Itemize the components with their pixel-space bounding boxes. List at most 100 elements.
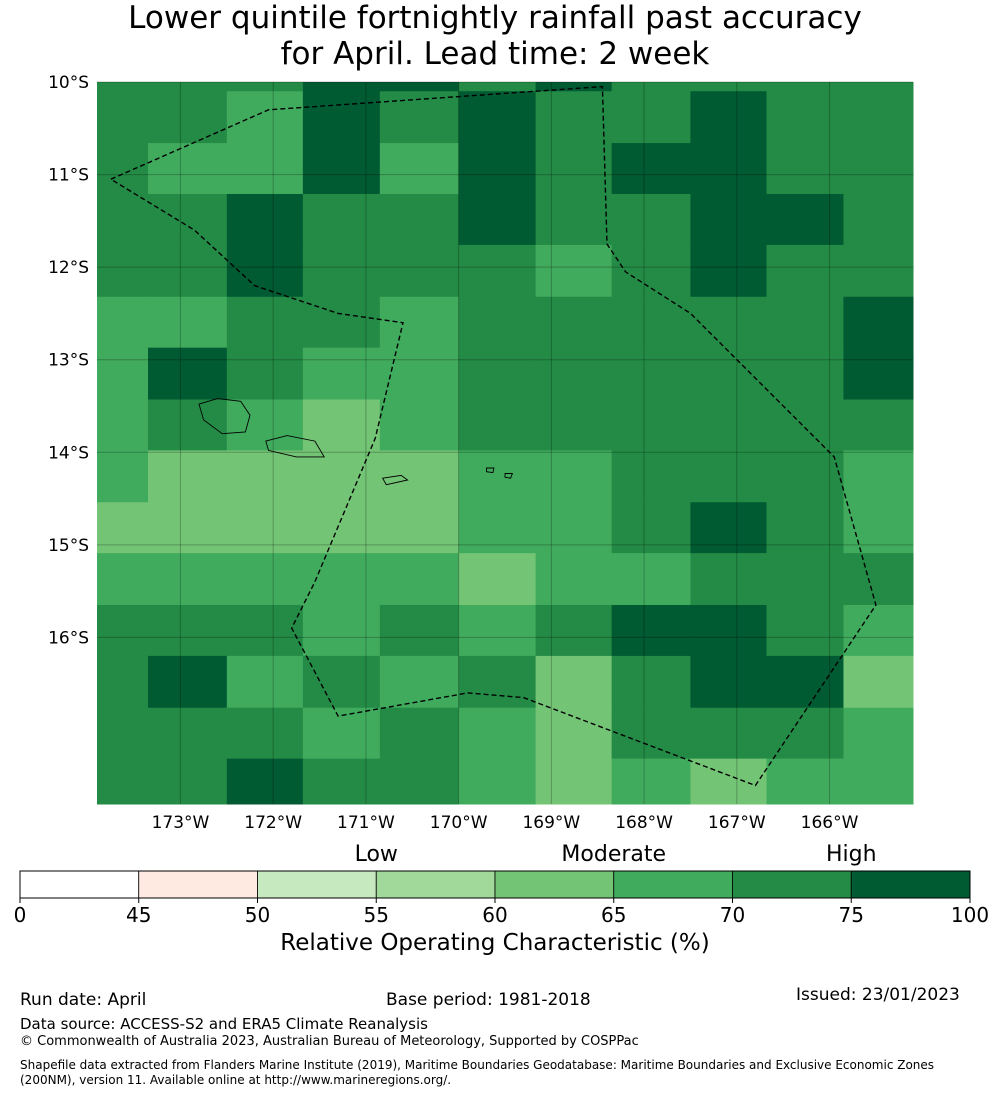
lat-tick-label: 11°S xyxy=(48,166,89,186)
lat-tick-label: 16°S xyxy=(48,628,89,648)
grid-cell xyxy=(458,194,537,246)
lat-tick-label: 12°S xyxy=(48,258,89,278)
grid-cell xyxy=(226,502,304,554)
grid-cell xyxy=(766,91,844,144)
grid-cell xyxy=(458,758,537,805)
grid-cell xyxy=(226,296,304,349)
colorbar-tick-label: 75 xyxy=(839,903,864,927)
grid-cell xyxy=(690,82,767,92)
lon-tick-label: 168°W xyxy=(615,813,673,833)
grid-cell xyxy=(611,707,691,760)
grid-cell xyxy=(535,91,613,144)
colorbar-segment xyxy=(19,870,140,899)
base-period: Base period: 1981-2018 xyxy=(386,990,591,1010)
grid-cell xyxy=(690,553,767,606)
grid-cell xyxy=(766,553,844,606)
grid-cell xyxy=(458,604,537,657)
tau-island xyxy=(504,473,514,479)
tutuila-island xyxy=(381,474,409,486)
grid-cell xyxy=(379,347,460,400)
grid-cell xyxy=(97,82,149,92)
grid-cell xyxy=(535,450,613,503)
colorbar-segment xyxy=(850,870,971,899)
colorbar-label-high: High xyxy=(825,842,877,867)
grid-cell xyxy=(148,655,228,709)
grid-cell xyxy=(611,244,691,298)
colorbar-tick-label: 0 xyxy=(14,903,27,927)
colorbar-label-low: Low xyxy=(354,842,398,867)
grid-cell xyxy=(458,707,537,760)
grid-cell xyxy=(226,553,304,606)
grid-cell xyxy=(843,553,914,606)
grid-cell xyxy=(379,604,460,657)
grid-cell xyxy=(766,82,844,92)
grid-cell xyxy=(843,758,914,805)
grid-cell xyxy=(226,399,304,451)
grid-cell xyxy=(690,604,767,657)
grid-cell xyxy=(458,553,537,606)
grid-cell xyxy=(379,82,460,92)
grid-cell xyxy=(97,399,149,451)
grid-cell xyxy=(302,244,381,298)
grid-cell xyxy=(302,450,381,503)
grid-cell xyxy=(843,399,914,451)
grid-cell xyxy=(690,758,767,805)
grid-cell xyxy=(458,502,537,554)
colorbar-label-moderate: Moderate xyxy=(561,842,667,867)
data-source: Data source: ACCESS-S2 and ERA5 Climate … xyxy=(20,1015,428,1033)
grid-cell xyxy=(302,347,381,400)
grid-cell xyxy=(766,296,844,349)
grid-cell xyxy=(302,758,381,805)
grid-cell xyxy=(148,399,228,451)
grid-cell xyxy=(535,82,613,92)
grid-cell xyxy=(148,296,228,349)
grid-cell xyxy=(226,91,304,144)
grid-cell xyxy=(97,655,149,709)
manua-island xyxy=(486,467,495,474)
colorbar-tick-label: 65 xyxy=(601,903,626,927)
grid-cell xyxy=(458,143,537,195)
grid-cell xyxy=(97,604,149,657)
grid-cell xyxy=(535,194,613,246)
grid-cell xyxy=(611,91,691,144)
grid-cell xyxy=(766,399,844,451)
colorbar-segment xyxy=(732,870,852,899)
shapefile-credit: Shapefile data extracted from Flanders M… xyxy=(20,1058,935,1087)
grid-cell xyxy=(148,450,228,503)
grid-cell xyxy=(302,604,381,657)
grid-cell xyxy=(690,347,767,400)
grid-cell xyxy=(97,194,149,246)
colorbar-segment xyxy=(494,870,615,899)
grid-cell xyxy=(535,244,613,298)
grid-cell xyxy=(611,399,691,451)
colorbar-segment xyxy=(613,870,733,899)
grid-cell xyxy=(148,194,228,246)
grid-cell xyxy=(302,194,381,246)
grid-cell xyxy=(302,91,381,144)
chart-title: Lower quintile fortnightly rainfall past… xyxy=(0,0,990,72)
grid-cell xyxy=(458,655,537,709)
grid-cell xyxy=(843,502,914,554)
colorbar-tick-label: 55 xyxy=(364,903,389,927)
grid-cell xyxy=(379,707,460,760)
grid-cell xyxy=(690,707,767,760)
grid-cell xyxy=(843,82,914,92)
lon-tick-label: 169°W xyxy=(522,813,580,833)
grid-cell xyxy=(97,707,149,760)
savaii-island xyxy=(198,398,251,435)
grid-cell xyxy=(302,143,381,195)
lon-tick-label: 170°W xyxy=(430,813,488,833)
colorbar-tick-label: 70 xyxy=(720,903,745,927)
grid-cell xyxy=(611,553,691,606)
run-date: Run date: April xyxy=(20,990,147,1010)
grid-cell xyxy=(226,194,304,246)
grid-cell xyxy=(611,758,691,805)
lon-tick-label: 173°W xyxy=(152,813,210,833)
colorbar-tick-label: 45 xyxy=(126,903,151,927)
grid-cell xyxy=(226,143,304,195)
grid-cell xyxy=(690,655,767,709)
grid-cell xyxy=(302,502,381,554)
grid-cell xyxy=(843,655,914,709)
grid-cell xyxy=(97,347,149,400)
